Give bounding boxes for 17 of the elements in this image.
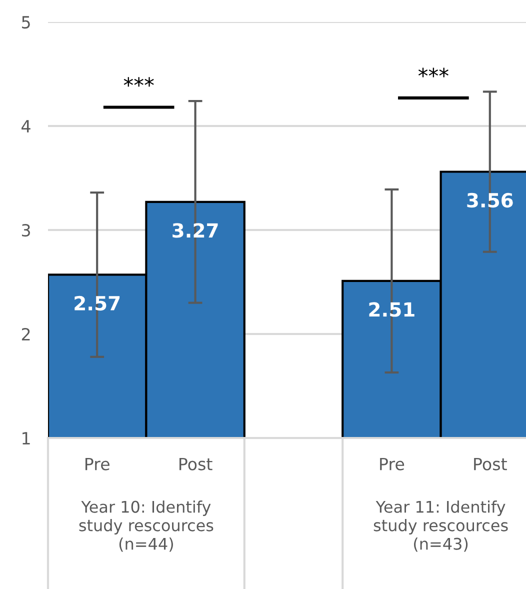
x-tick-label: Post <box>180 458 212 470</box>
data-label: 3.56 <box>467 192 513 208</box>
annotation: *** <box>124 77 154 87</box>
data-label: 3.27 <box>172 223 218 238</box>
text: Year 10: Identify study rescources (n=44) <box>79 500 214 552</box>
y-tick-label: 1 <box>22 432 30 444</box>
data-label: 2.51 <box>369 302 414 317</box>
y-tick-label: 5 <box>22 16 30 29</box>
data-label: 2.57 <box>74 296 120 311</box>
y-tick-label: 4 <box>22 120 30 132</box>
annotation: *** <box>418 68 448 78</box>
text: Year 11: Identify study rescources (n=43) <box>374 500 508 552</box>
y-tick-label: 2 <box>22 328 30 340</box>
x-tick-label: Pre <box>85 458 110 470</box>
y-tick-label: 3 <box>22 224 30 237</box>
x-tick-label: Post <box>474 458 507 470</box>
x-tick-label: Pre <box>380 458 404 470</box>
